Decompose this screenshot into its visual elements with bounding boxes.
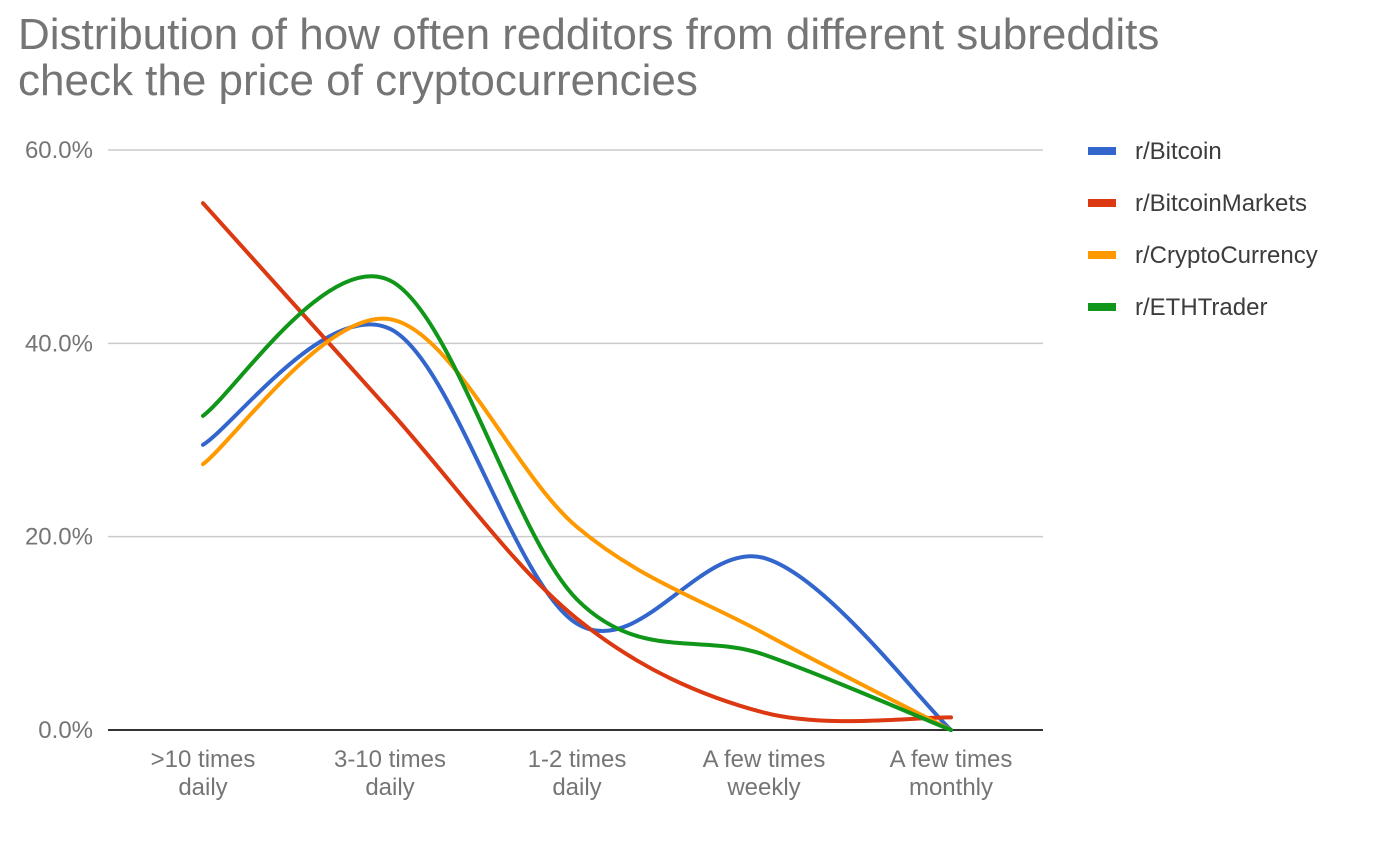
series-line-r-bitcoin <box>201 322 953 732</box>
series-line-r-bitcoinmarkets <box>201 201 953 724</box>
gridlines <box>108 149 1043 731</box>
x-tick-label-line: daily <box>365 774 414 801</box>
x-tick-label: 1-2 times daily <box>528 746 627 801</box>
x-tick-label: A few times weekly <box>703 746 826 801</box>
series-line-r-ethtrader <box>201 274 953 732</box>
y-tick-label: 0.0% <box>38 717 93 744</box>
y-tick-label: 60.0% <box>25 137 93 164</box>
x-tick-label-line: >10 times <box>151 746 256 773</box>
x-tick-label-line: daily <box>178 774 227 801</box>
x-tick-label-line: 1-2 times <box>528 746 627 773</box>
series-line-r-cryptocurrency <box>201 316 953 732</box>
x-tick-label-line: A few times <box>703 746 826 773</box>
x-tick-label-line: 3-10 times <box>334 746 446 773</box>
x-tick-label: A few times monthly <box>890 746 1013 801</box>
x-tick-label: 3-10 times daily <box>334 746 446 801</box>
legend-swatch <box>1088 303 1116 311</box>
chart-title-line-1: Distribution of how often redditors from… <box>18 10 1160 59</box>
x-tick-label-line: daily <box>552 774 601 801</box>
chart-title: Distribution of how often redditors from… <box>18 12 1358 104</box>
legend-label: r/BitcoinMarkets <box>1135 190 1307 217</box>
chart-title-line-2: check the price of cryptocurrencies <box>18 56 698 105</box>
x-tick-label-line: monthly <box>909 774 993 801</box>
series-lines <box>201 201 953 732</box>
x-tick-label-line: A few times <box>890 746 1013 773</box>
legend-label: r/ETHTrader <box>1135 294 1267 321</box>
x-tick-label-line: weekly <box>726 774 800 801</box>
x-tick-label: >10 times daily <box>151 746 256 801</box>
y-axis-ticks: 0.0% 20.0% 40.0% 60.0% <box>25 137 93 744</box>
y-tick-label: 40.0% <box>25 330 93 357</box>
legend-label: r/CryptoCurrency <box>1135 242 1318 269</box>
legend-swatch <box>1088 251 1116 259</box>
y-tick-label: 20.0% <box>25 524 93 551</box>
legend-label: r/Bitcoin <box>1135 138 1222 165</box>
legend: r/Bitcoin r/BitcoinMarkets r/CryptoCurrenc… <box>1088 138 1318 321</box>
legend-swatch <box>1088 199 1116 207</box>
legend-swatch <box>1088 147 1116 155</box>
